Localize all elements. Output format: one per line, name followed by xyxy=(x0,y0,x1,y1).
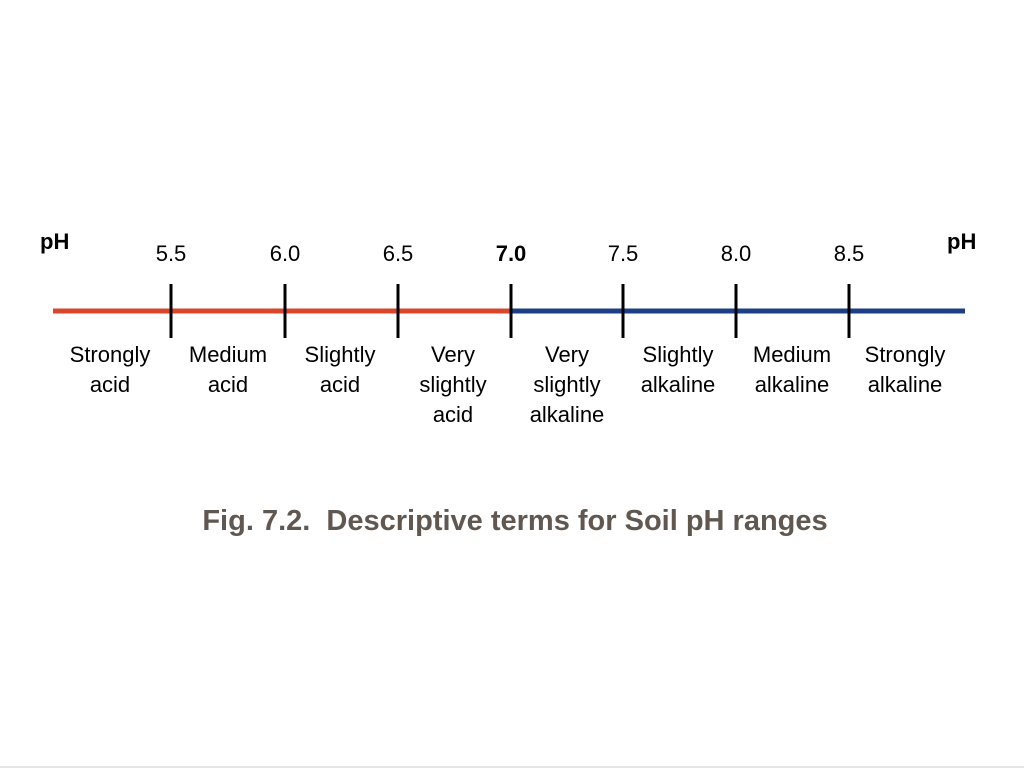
range-label-4: Very slightly acid xyxy=(419,342,487,427)
tick-label-5-5: 5.5 xyxy=(155,241,187,266)
range-label-8: Strongly alkaline xyxy=(864,342,946,397)
range-label-6: Slightly alkaline xyxy=(640,342,716,397)
ph-label-left: pH xyxy=(40,229,70,254)
tick-label-7-0: 7.0 xyxy=(495,241,527,266)
tick-label-6-0: 6.0 xyxy=(269,241,301,266)
tick-label-6-5: 6.5 xyxy=(382,241,414,266)
range-label-2: Medium acid xyxy=(188,342,268,397)
tick-label-7-5: 7.5 xyxy=(607,241,639,266)
figure-caption: Fig. 7.2. Descriptive terms for Soil pH … xyxy=(202,505,828,537)
range-label-3: Slightly acid xyxy=(304,342,376,397)
range-label-5: Very slightly alkaline xyxy=(529,342,605,427)
ph-label-right: pH xyxy=(947,229,977,254)
tick-label-8-5: 8.5 xyxy=(833,241,865,266)
range-label-1: Strongly acid xyxy=(69,342,151,397)
tick-marks xyxy=(169,284,851,338)
tick-label-8-0: 8.0 xyxy=(720,241,752,266)
footer-divider xyxy=(0,766,1024,768)
range-label-7: Medium alkaline xyxy=(752,342,832,397)
